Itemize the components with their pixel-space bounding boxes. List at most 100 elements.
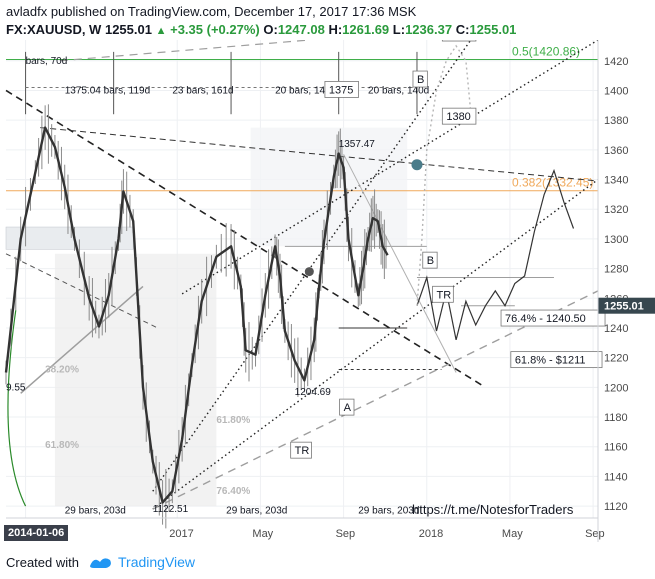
boxed-label — [324, 81, 359, 98]
close-label: C: — [455, 22, 470, 37]
support-line — [59, 40, 310, 62]
chart-canvas[interactable]: 0.5(1420.86) 0.382(1332.45) 1375.04 bars, … — [0, 40, 655, 545]
channel-upper — [152, 40, 472, 492]
boxed-label — [500, 309, 606, 327]
boxed-label — [432, 285, 454, 303]
y-tick-label: 1180 — [604, 412, 628, 424]
annotation-label: 29 bars, 203d — [226, 506, 287, 517]
high-value: 1261.69 — [342, 22, 390, 37]
boxed-label — [441, 107, 477, 125]
trend-line — [343, 154, 457, 373]
y-tick-label: 1280 — [604, 264, 628, 276]
boxed-label-text: TR — [295, 445, 310, 457]
boxed-label — [290, 441, 312, 459]
author-name[interactable]: avladfx — [6, 4, 48, 19]
annotation-label: 76.40% — [216, 486, 250, 497]
fib-label: 0.5(1420.86) — [512, 45, 580, 59]
annotation-label: 29 bars, 203d — [65, 506, 126, 517]
y-tick-label: 1200 — [604, 382, 628, 394]
y-tick-label: 1400 — [604, 85, 628, 97]
boxed-label — [422, 251, 438, 269]
annotation-label: 1204.69 — [295, 387, 332, 398]
channel-dotted — [181, 40, 599, 295]
resistance-line — [40, 127, 599, 182]
symbol-name[interactable]: FX:XAUUSD, W — [6, 22, 102, 37]
boxed-label-text: 76.4% - 1240.50 — [505, 313, 586, 325]
y-tick-label: 1120 — [604, 501, 628, 513]
close-value: 1255.01 — [469, 22, 517, 37]
x-tick-label: May — [502, 528, 523, 540]
y-tick-label: 1380 — [604, 115, 628, 127]
annotation-label: bars, 70d — [26, 56, 68, 67]
low-label: L: — [392, 22, 406, 37]
x-tick-label: 2018 — [419, 528, 443, 540]
x-tick-label: Sep — [585, 528, 605, 540]
chart-footer: Created with TradingView — [0, 549, 655, 579]
open-label: O: — [263, 22, 278, 37]
tradingview-brand[interactable]: TradingView — [118, 554, 196, 570]
watermark-url: https://t.me/NotesforTraders — [412, 502, 574, 517]
annotation-label: 1357.47 — [339, 139, 376, 150]
current-price-tag — [598, 297, 655, 314]
annotation-label: 9.55 — [6, 382, 26, 393]
shaded-zone — [250, 127, 408, 247]
boxed-label-text: A — [344, 402, 352, 414]
chart-header: avladfx published on TradingView.com, De… — [0, 0, 655, 46]
y-tick-label: 1220 — [604, 353, 628, 365]
annotation-label: 20 bars, 140d — [275, 85, 336, 96]
shaded-zone — [54, 253, 217, 507]
boxed-label-text: TR — [437, 289, 452, 301]
trend-line — [20, 285, 144, 394]
boxed-label-text: 61.8% - $1211 — [515, 355, 586, 367]
trend-line — [5, 253, 158, 329]
y-tick-label: 1420 — [604, 56, 628, 68]
triangle-up-icon: ▲ — [155, 25, 167, 37]
fib-arc — [7, 310, 27, 507]
boxed-label-text: B — [427, 255, 434, 267]
boxed-label — [441, 40, 477, 42]
annotation-label: 1375.04 bars, 119d — [65, 85, 150, 96]
y-tick-label: 1360 — [604, 145, 628, 157]
x-tick-label: May — [252, 528, 273, 540]
projection-arc — [416, 44, 472, 306]
annotation-label: 61.80% — [45, 440, 79, 451]
annotation-label: 1122.51 — [153, 504, 189, 515]
boxed-label-text: 1375 — [329, 84, 353, 96]
downtrend-line — [5, 89, 486, 389]
boxed-label — [412, 70, 428, 88]
symbol-line: FX:XAUUSD, W 1255.01 ▲ +3.35 (+0.27%) O:… — [6, 22, 516, 37]
x-tick-label: 2017 — [169, 528, 193, 540]
annotation-label: 20 bars, 140d — [368, 85, 429, 96]
publish-info: published on TradingView.com, December 1… — [50, 4, 417, 19]
annotation-label: 38.20% — [45, 365, 79, 376]
y-tick-label: 1320 — [604, 204, 628, 216]
tradingview-logo-icon[interactable] — [88, 552, 114, 572]
y-tick-label: 1340 — [604, 175, 628, 187]
annotation-label: 29 bars, 203d — [358, 506, 419, 517]
x-tick-label: Sep — [336, 528, 356, 540]
annotation-label: 61.80% — [216, 415, 250, 426]
annotation-label: 23 bars, 161d — [172, 85, 233, 96]
boxed-label — [510, 351, 603, 369]
publish-line: avladfx published on TradingView.com, De… — [6, 4, 416, 19]
price-change: +3.35 (+0.27%) — [170, 22, 260, 37]
boxed-label — [339, 398, 355, 416]
pivot-marker — [411, 159, 423, 171]
y-tick-label: 1300 — [604, 234, 628, 246]
wave-line — [4, 126, 389, 504]
projection-line — [416, 168, 575, 341]
last-price: 1255.01 — [104, 22, 152, 37]
y-tick-label: 1160 — [604, 442, 628, 454]
boxed-label-text: B — [417, 74, 424, 86]
low-value: 1236.37 — [405, 22, 453, 37]
open-value: 1247.08 — [277, 22, 325, 37]
support-line — [152, 290, 599, 510]
start-date-badge: 2014-01-06 — [4, 525, 69, 541]
created-with-text: Created with — [6, 555, 79, 570]
fib-label: 0.382(1332.45) — [512, 176, 593, 190]
current-price-text: 1255.01 — [604, 301, 644, 313]
boxed-label-text: 1380 — [446, 111, 470, 123]
y-tick-label: 1140 — [604, 471, 628, 483]
pivot-marker — [304, 267, 314, 277]
high-label: H: — [328, 22, 343, 37]
